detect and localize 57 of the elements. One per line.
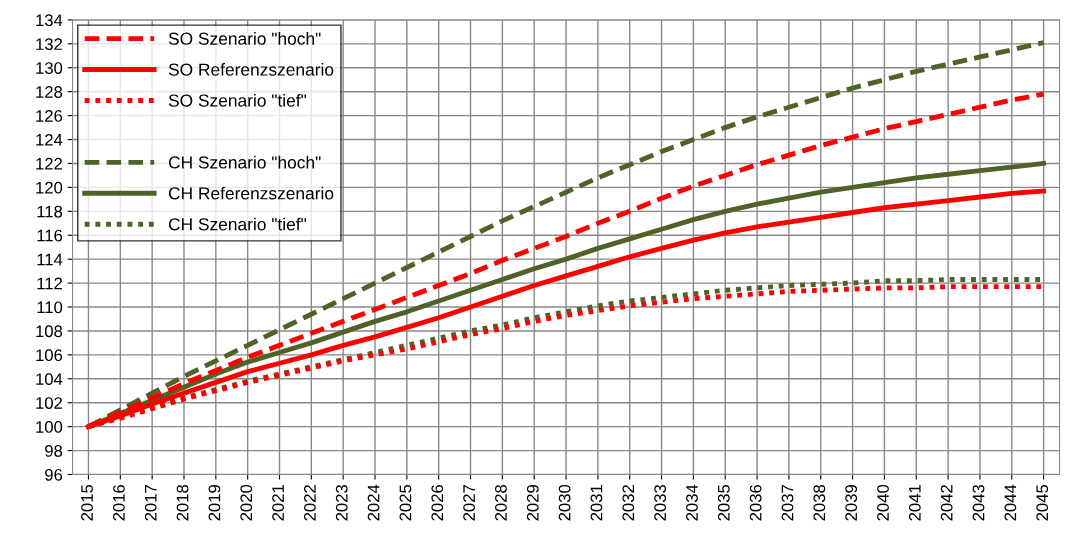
legend-label: SO Szenario "hoch" [168, 32, 321, 45]
y-tick-label: 108 [36, 325, 63, 338]
y-tick-label: 134 [36, 14, 63, 27]
y-tick-label: 100 [36, 421, 63, 433]
x-tick-label: 2037 [781, 485, 794, 521]
y-tick-label: 98 [45, 444, 63, 457]
y-tick-label: 114 [37, 253, 63, 266]
x-tick-label: 2028 [495, 484, 507, 521]
y-tick-label: 128 [36, 86, 63, 98]
x-tick-label: 2020 [240, 484, 253, 521]
x-tick-label: 2031 [590, 485, 603, 521]
x-tick-label: 2016 [112, 484, 125, 521]
x-tick-label: 2036 [749, 484, 762, 521]
x-tick-label: 2045 [1036, 484, 1049, 521]
x-tick-label: 2027 [463, 485, 475, 521]
y-tick-label: 130 [36, 62, 63, 74]
x-tick-label: 2035 [717, 484, 730, 521]
x-tick-label: 2021 [272, 485, 284, 521]
y-tick-label: 132 [36, 38, 62, 51]
x-tick-label: 2038 [813, 484, 826, 521]
x-tick-label: 2015 [81, 484, 93, 521]
legend-label: CH Szenario "tief" [168, 217, 307, 231]
x-tick-label: 2024 [367, 484, 380, 521]
x-tick-label: 2025 [399, 484, 412, 521]
x-tick-label: 2043 [972, 484, 985, 521]
x-tick-label: 2042 [940, 485, 953, 521]
x-tick-label: 2044 [1004, 484, 1017, 521]
y-tick-label: 116 [37, 229, 63, 242]
x-tick-label: 2017 [144, 485, 157, 521]
legend-label: SO Referenzszenario [168, 63, 334, 76]
x-tick-label: 2030 [558, 484, 571, 521]
y-tick-label: 104 [36, 373, 63, 386]
x-tick-label: 2040 [877, 484, 889, 521]
legend-label: CH Referenzszenario [168, 186, 334, 200]
y-tick-label: 126 [36, 110, 63, 122]
y-tick-label: 112 [37, 277, 62, 290]
x-tick-label: 2033 [654, 484, 667, 521]
x-tick-label: 2029 [526, 485, 539, 521]
x-tick-label: 2026 [431, 484, 444, 521]
y-tick-label: 120 [36, 181, 63, 194]
y-tick-label: 124 [36, 133, 63, 146]
y-tick-label: 118 [37, 205, 63, 218]
x-tick-label: 2041 [908, 485, 921, 521]
y-tick-label: 122 [36, 157, 62, 170]
x-tick-label: 2039 [845, 485, 858, 521]
x-tick-label: 2019 [208, 485, 221, 521]
x-tick-label: 2022 [304, 485, 316, 521]
y-tick-label: 110 [37, 301, 63, 314]
x-tick-label: 2018 [176, 484, 189, 521]
y-tick-label: 106 [36, 349, 63, 362]
legend-label: SO Szenario "tief" [168, 93, 307, 107]
x-tick-label: 2032 [622, 485, 635, 521]
x-tick-label: 2034 [686, 484, 698, 521]
y-tick-label: 102 [36, 397, 62, 409]
legend-label: CH Szenario "hoch" [168, 155, 321, 169]
x-tick-label: 2023 [335, 484, 348, 521]
y-tick-label: 96 [45, 468, 63, 481]
